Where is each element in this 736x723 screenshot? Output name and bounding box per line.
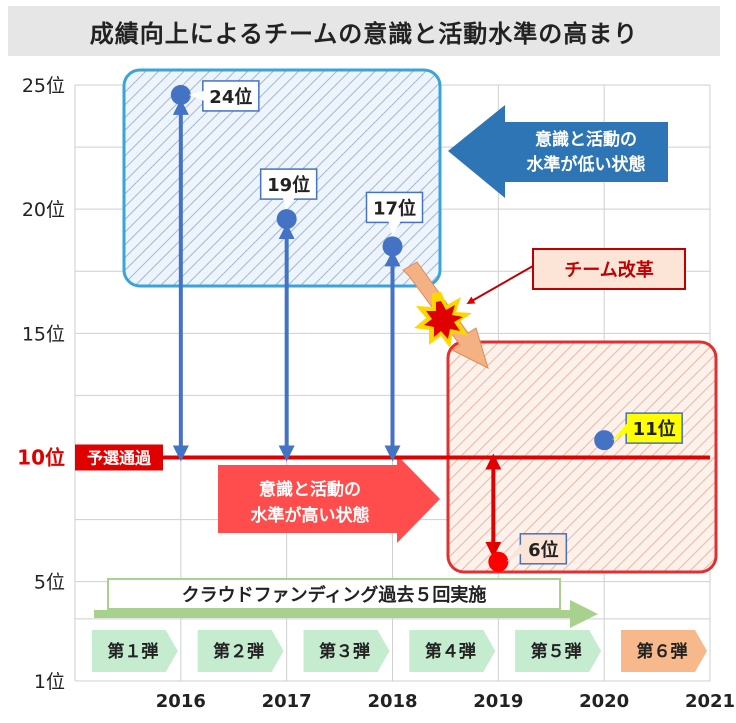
x-tick-label: 2021 [685,691,735,712]
y-tick-label: 5位 [34,572,65,594]
data-points: 24位 19位 17位 6位 11位 [170,80,683,572]
x-tick-label: 2016 [156,691,206,712]
data-label-tail [282,198,295,210]
campaign-label: 第２弾 [213,641,264,662]
data-point [594,430,615,451]
campaign-label: 第３弾 [319,641,370,662]
high-level-arrow-line1: 意識と活動の [259,479,361,500]
campaign-tag [197,630,284,672]
reference-line-label-box [75,444,163,471]
y-tick-label: 1位 [34,671,65,693]
campaign-tag [515,630,602,672]
campaign-tags: 第１弾 第２弾 第３弾 第４弾 第５弾 第６弾 [91,630,707,672]
campaign-label: 第４弾 [425,641,476,662]
x-tick-label: 2020 [579,691,629,712]
campaign-label: 第６弾 [637,641,688,662]
campaign-tag [303,630,390,672]
data-label: 6位 [528,539,559,561]
x-axis-ticks: 2016 2017 2018 2019 2020 2021 [156,691,735,712]
reform-label: チーム改革 [564,259,653,281]
data-label-tail [188,90,204,101]
x-tick-label: 2017 [262,691,312,712]
campaign-tag [91,630,178,672]
y-tick-label: 15位 [22,323,65,345]
campaign-tag [621,630,707,672]
data-point [488,551,509,572]
data-label-tail [506,543,522,562]
high-level-arrow-line2: 水準が高い状態 [251,505,370,526]
data-label: 24位 [209,86,252,108]
y-tick-label: 10位 [17,446,65,470]
reform-transition: チーム改革 [402,248,686,369]
data-label-box [519,533,568,565]
low-level-arrow: 意識と活動の 水準が低い状態 [448,105,668,198]
campaign-label: 第１弾 [107,641,158,662]
high-level-arrow: 意識と活動の 水準が高い状態 [218,455,440,543]
rank-arrows [172,98,502,558]
chart-title: 成績向上によるチームの意識と活動水準の高まり [89,19,639,48]
data-label-tail [388,221,401,237]
data-label-box [365,191,424,224]
data-point [382,236,403,257]
y-axis-ticks: 25位 20位 15位 10位 5位 1位 [17,75,65,693]
data-label: 17位 [373,197,416,219]
reform-label-box [532,248,686,290]
data-point [276,209,297,230]
data-label-box [202,80,260,112]
data-label: 11位 [633,418,676,440]
chart-title-bar: 成績向上によるチームの意識と活動水準の高まり [8,6,720,56]
campaign-tag [409,630,496,672]
x-tick-label: 2019 [473,691,523,712]
data-label: 19位 [267,174,310,196]
y-tick-label: 20位 [22,199,65,221]
crowdfunding-banner: クラウドファンディング過去５回実施 [94,578,598,628]
y-tick-label: 25位 [22,75,65,97]
low-level-arrow-line1: 意識と活動の [535,129,637,150]
campaign-label: 第５弾 [531,641,582,662]
x-tick-label: 2018 [367,691,417,712]
data-label-tail [612,423,628,441]
data-point [170,84,191,105]
low-level-arrow-line2: 水準が低い状態 [527,154,646,175]
reference-line-label: 予選通過 [87,449,152,468]
crowdfunding-label: クラウドファンディング過去５回実施 [182,584,487,606]
